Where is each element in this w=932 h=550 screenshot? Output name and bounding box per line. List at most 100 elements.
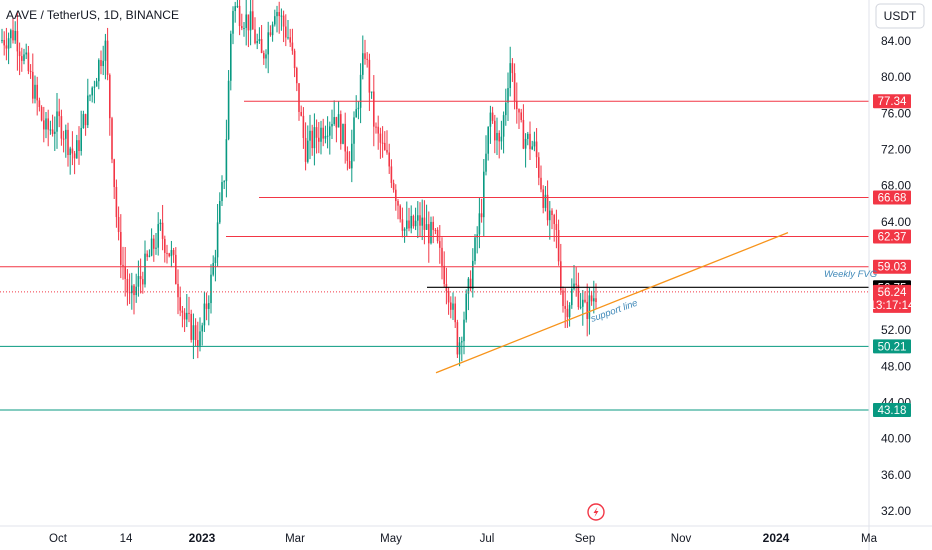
candle-body [571,288,573,306]
candle-body [120,231,122,265]
candle-body [175,254,177,284]
candle-body [232,11,234,34]
candle-body [106,40,109,75]
currency-button[interactable]: USDT [875,3,925,29]
candle-body [3,40,5,46]
candle-body [542,189,544,208]
candle-body [496,132,498,141]
candle-body [410,215,412,229]
candle-body [329,126,331,136]
candle-body [25,52,27,55]
candle-body [179,297,181,311]
price-tick-label: 40.00 [881,432,911,446]
time-tick-label: Ma [861,533,878,545]
candle-body [579,306,582,308]
candle-body [164,238,166,253]
candle-body [322,127,324,139]
candle-body [480,213,483,218]
last-price-badge [873,284,911,313]
candle-body [553,215,555,225]
candle-body [142,279,144,285]
candle-body [197,340,199,346]
candle-body [95,81,98,87]
candle-body [104,40,107,61]
candle-body [276,12,278,17]
time-tick-label: Jul [480,533,495,545]
candle-body [351,143,353,169]
candle-body [560,261,562,291]
candle-body [439,241,441,248]
time-tick-label: May [380,533,402,545]
candle-body [498,132,500,142]
candle-body [566,308,569,318]
candle-body [111,118,113,160]
candles-layer [1,0,597,367]
candle-body [375,126,377,128]
candle-body [89,95,91,97]
candle-body [507,88,509,103]
candle-body [551,210,553,216]
candle-body [414,220,417,227]
candle-body [113,159,115,188]
candle-body [62,138,65,140]
candle-body [386,149,388,153]
candle-body [318,137,320,142]
candle-body [122,264,124,267]
level-badge-support [873,402,911,417]
candle-body [214,257,217,264]
candle-body [183,312,186,320]
candle-body [93,86,96,88]
candle-body [423,217,426,230]
candle-body [76,140,78,159]
candle-body [267,32,269,55]
candle-body [18,51,21,57]
candle-body [271,24,274,36]
candle-body [342,123,344,144]
candle-body [505,102,507,116]
candle-body [491,112,494,121]
candle-body [298,83,300,112]
candle-body [199,331,201,346]
candle-body [205,303,208,309]
candle-body [274,16,276,25]
candle-body [194,325,197,341]
candle-body [540,177,542,190]
candle-body [238,5,241,27]
level-badge-resistance-text: 62.37 [878,232,907,244]
candle-body [395,189,397,202]
candle-body [201,325,203,332]
candle-body [219,201,221,223]
candle-body [582,299,584,307]
candle-body [71,148,74,154]
candle-body [324,135,327,139]
candle-body [392,182,395,190]
candle-body [49,129,52,131]
candle-body [7,38,10,49]
price-badges: 77.3466.6862.3759.0356.7550.2143.1856.24… [870,94,915,417]
level-badge-resistance-text: 59.03 [878,262,907,274]
time-axis[interactable]: Oct 14 2023 Mar May Jul Sep Nov 2024 Ma [49,531,878,545]
candle-body [355,109,357,118]
candle-body [476,234,478,238]
candle-body [190,313,192,340]
candle-body [82,114,85,129]
candle-body [23,54,25,61]
support-trendline[interactable] [435,232,789,374]
level-badge-resistance [873,259,911,274]
price-tick-label: 84.00 [881,34,911,48]
candle-body [357,107,360,110]
candle-body [80,128,82,151]
candle-body [381,142,384,144]
candle-body [509,63,511,89]
candle-body [346,151,349,161]
candle-body [117,217,120,232]
candle-body [144,253,146,285]
candle-body [544,194,547,208]
candle-body [320,127,322,142]
candle-body [300,111,302,116]
candle-body [210,274,212,304]
candle-body [230,33,232,81]
candle-body [157,224,159,248]
candle-body [344,123,346,152]
